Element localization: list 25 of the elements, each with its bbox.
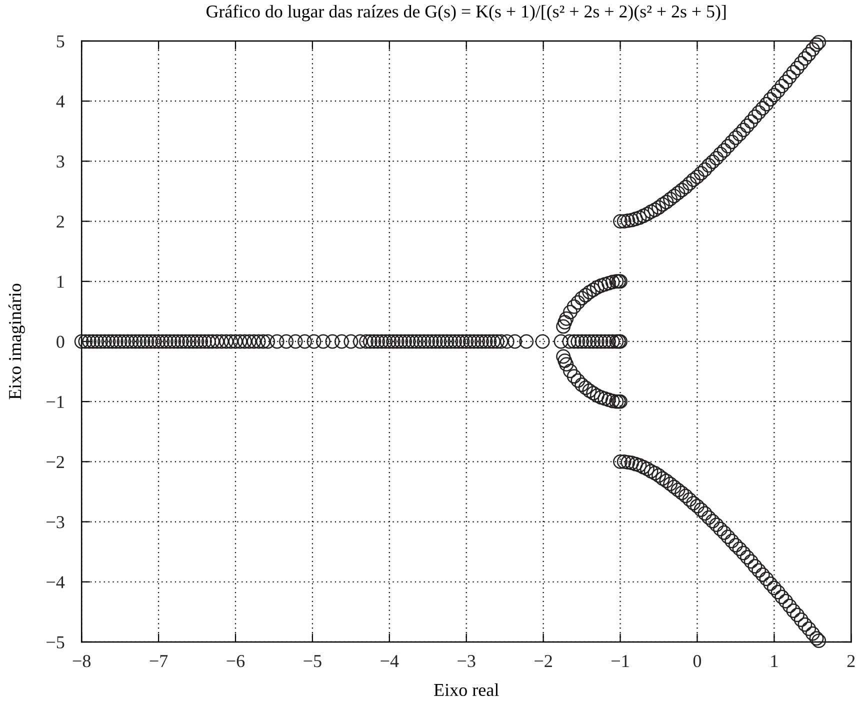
x-tick-label: 0	[693, 655, 702, 668]
y-tick-label: −2	[46, 456, 64, 468]
x-tick-label: −6	[226, 655, 245, 668]
y-tick-label: −1	[46, 396, 64, 408]
y-tick-label: 3	[56, 156, 64, 168]
x-tick-label: −7	[150, 655, 168, 668]
x-tick-label: 2	[847, 655, 855, 668]
y-tick-label: −3	[46, 516, 64, 528]
y-tick-label: 1	[57, 276, 64, 288]
x-tick-label: −2	[534, 655, 552, 668]
x-tick-label: −8	[72, 655, 91, 668]
x-tick-label: −1	[612, 655, 629, 668]
x-axis-title: Eixo real	[434, 683, 499, 696]
y-tick-label: −4	[46, 576, 65, 588]
y-tick-label: 2	[56, 216, 64, 228]
x-tick-label: −5	[304, 655, 322, 668]
y-tick-label: 0	[56, 336, 64, 348]
y-axis-title: Eixo imaginário	[8, 284, 25, 400]
x-tick-label: −4	[380, 655, 399, 668]
chart-title: Gráfico do lugar das raízes de G(s) = K(s + 1)/[(s² + 2s + 2)(s² + 2s + 5)]	[206, 4, 726, 22]
y-tick-label: −5	[46, 636, 64, 648]
x-tick-label: −3	[458, 655, 476, 668]
y-tick-label: 5	[56, 35, 64, 48]
x-tick-label: 1	[771, 655, 778, 668]
y-tick-label: 4	[56, 95, 65, 108]
